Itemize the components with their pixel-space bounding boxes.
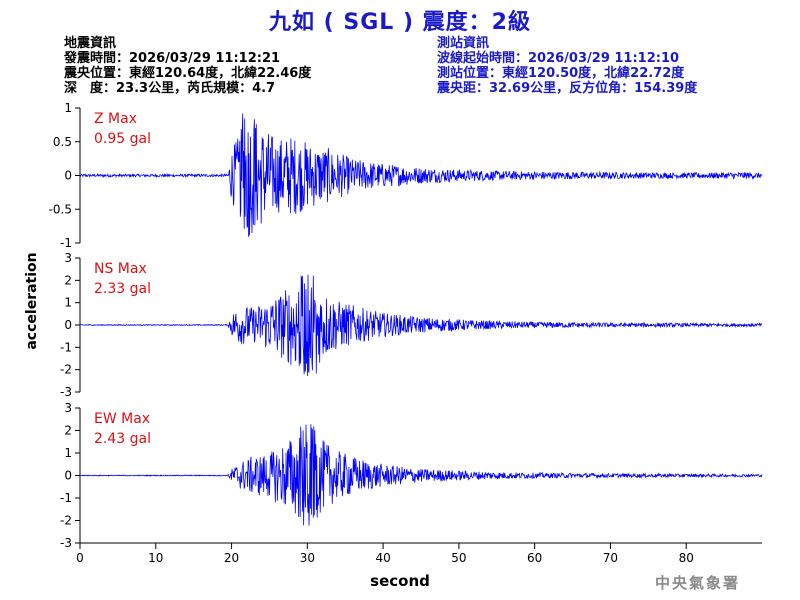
max-value-ns: 2.33 gal xyxy=(94,281,151,297)
station-location: 測站位置：東經120.50度，北緯22.72度 xyxy=(437,66,685,81)
y-tick-label: -0.5 xyxy=(49,202,72,216)
origin-time: 發震時間：2026/03/29 11:12:21 xyxy=(64,51,281,66)
y-tick-label: -1 xyxy=(60,491,72,505)
page-title: 九如 ( SGL ) 震度：2級 xyxy=(269,10,531,35)
y-tick-label: 1 xyxy=(64,296,72,310)
quake-info-heading: 地震資訊 xyxy=(64,36,117,51)
waveform-z xyxy=(79,113,763,237)
x-tick-label: 80 xyxy=(679,551,694,565)
x-tick-label: 50 xyxy=(451,551,466,565)
y-tick-label: 2 xyxy=(64,424,72,438)
max-label-ew: EW Max xyxy=(94,411,150,427)
arrival-time: 波線起始時間：2026/03/29 11:12:10 xyxy=(437,51,680,66)
y-tick-label: -3 xyxy=(60,536,72,550)
waveform-ew xyxy=(79,424,763,526)
y-tick-label: 1 xyxy=(64,446,72,460)
max-label-z: Z Max xyxy=(94,111,137,127)
x-tick-label: 40 xyxy=(375,551,390,565)
x-tick-label: 10 xyxy=(148,551,163,565)
max-value-z: 0.95 gal xyxy=(94,131,151,147)
station-info-block: 測站資訊 波線起始時間：2026/03/29 11:12:10 測站位置：東經1… xyxy=(437,36,697,96)
epicenter-location: 震央位置：東經120.64度，北緯22.46度 xyxy=(64,66,312,81)
y-tick-label: -2 xyxy=(60,514,72,528)
x-tick-label: 20 xyxy=(224,551,239,565)
epicentral-distance: 震央距：32.69公里，反方位角：154.39度 xyxy=(437,81,698,96)
y-axis-label: acceleration xyxy=(24,252,40,350)
y-tick-label: -2 xyxy=(60,363,72,377)
y-tick-label: 0 xyxy=(64,169,72,183)
agency-credit: 中央氣象署 xyxy=(655,574,741,592)
y-tick-label: 2 xyxy=(64,273,72,287)
x-tick-label: 0 xyxy=(76,551,84,565)
max-label-ns: NS Max xyxy=(94,261,147,277)
y-tick-label: 1 xyxy=(64,101,72,115)
y-tick-label: 0 xyxy=(64,469,72,483)
x-tick-label: 70 xyxy=(603,551,618,565)
x-tick-label: 60 xyxy=(527,551,542,565)
y-tick-label: 0 xyxy=(64,318,72,332)
y-tick-label: -1 xyxy=(60,236,72,250)
y-tick-label: 0.5 xyxy=(53,135,72,149)
x-axis-label: second xyxy=(370,572,430,590)
waveform-ns xyxy=(79,274,763,376)
x-tick-label: 30 xyxy=(300,551,315,565)
y-tick-label: -3 xyxy=(60,385,72,399)
depth-magnitude: 深 度：23.3公里，芮氏規模：4.7 xyxy=(64,81,276,96)
quake-info-block: 地震資訊 發震時間：2026/03/29 11:12:21 震央位置：東經120… xyxy=(64,36,311,96)
max-value-ew: 2.43 gal xyxy=(94,431,151,447)
station-info-heading: 測站資訊 xyxy=(437,36,490,51)
y-tick-label: -1 xyxy=(60,340,72,354)
y-tick-label: 3 xyxy=(64,401,72,415)
y-tick-label: 3 xyxy=(64,251,72,265)
